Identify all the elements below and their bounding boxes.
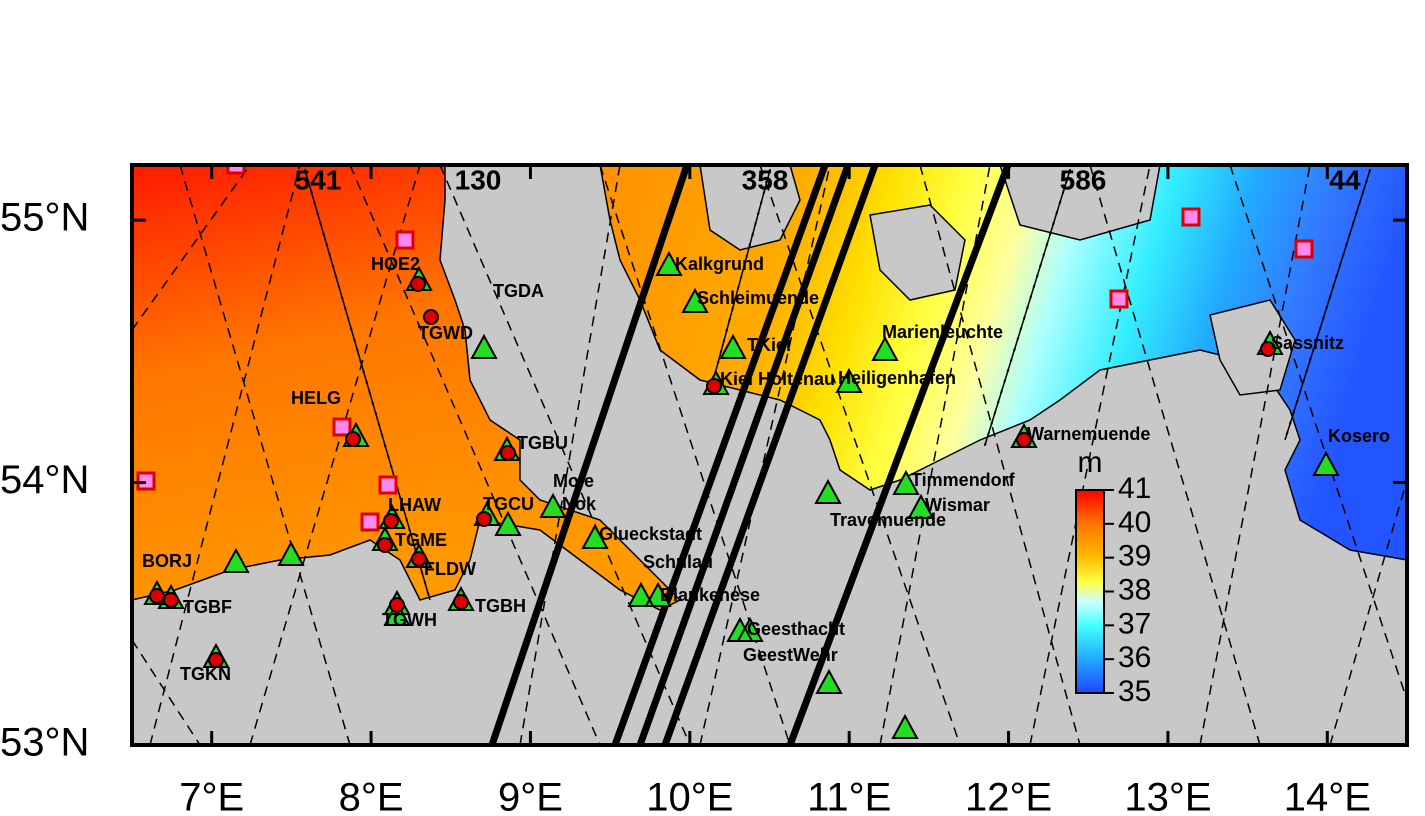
station-label: TGCU <box>483 494 534 514</box>
x-tick-label: 12°E <box>965 776 1052 816</box>
station-label: Schleimuende <box>697 288 819 308</box>
station-label: HOE2 <box>371 254 420 274</box>
station-label: Warnemuende <box>1027 424 1150 444</box>
station-label: TGKN <box>180 664 231 684</box>
x-tick-label: 14°E <box>1284 776 1371 816</box>
map-frame <box>130 163 1409 747</box>
track-labels: 541 130 358 586 44 <box>295 164 1361 195</box>
gnss-station <box>706 378 722 394</box>
gnss-station <box>149 588 165 604</box>
altimetry-point <box>332 417 352 437</box>
station-label: Kosero <box>1328 426 1390 446</box>
station-label: Mole <box>553 471 594 491</box>
colorbar-tick-label: 40 <box>1118 506 1151 539</box>
tracks <box>132 165 1407 745</box>
gnss-station <box>208 652 224 668</box>
gnss-station <box>411 551 427 567</box>
y-tick-label: 54°N <box>0 458 89 502</box>
gnss-stations <box>149 276 1276 668</box>
station-label: Timmendorf <box>911 470 1016 490</box>
altimetry-point <box>378 475 398 495</box>
colorbar-tick-label: 37 <box>1118 607 1151 640</box>
gnss-station <box>500 445 516 461</box>
y-tick-label: 53°N <box>0 721 89 765</box>
gnss-station <box>423 309 439 325</box>
station-label: Blankenese <box>660 585 760 605</box>
station-label: TGME <box>395 530 447 550</box>
x-tick-label: 10°E <box>646 776 733 816</box>
colorbar-tick-label: 35 <box>1118 675 1151 708</box>
x-tick-label: 11°E <box>807 776 891 816</box>
x-tick-label: 9°E <box>498 776 563 816</box>
altimetry-point <box>360 512 380 532</box>
station-label: TKiel <box>747 335 791 355</box>
station-label: LHAW <box>388 495 441 515</box>
altimetry-point <box>226 165 246 175</box>
gnss-station <box>476 511 492 527</box>
track-label: 541 <box>295 164 342 195</box>
station-labels: HOE2 TGDA TGWD HELG TGBU Mole TGCU Nok L… <box>142 254 1390 684</box>
station-label: Glueckstadt <box>599 524 702 544</box>
station-label: GeestWehr <box>743 645 838 665</box>
altimetry-point <box>1181 207 1201 227</box>
gnss-station <box>453 594 469 610</box>
station-label: TGWD <box>418 323 473 343</box>
gnss-station <box>377 537 393 553</box>
x-tick-label: 13°E <box>1124 776 1211 816</box>
altimetry-point <box>1109 289 1129 309</box>
altimetry-point <box>136 471 156 491</box>
station-label: Geesthacht <box>747 619 845 639</box>
altimetry-point <box>1294 239 1314 259</box>
station-label: Kiel Holtenau <box>720 369 835 389</box>
altimetry-points <box>136 165 1314 532</box>
track-label: 586 <box>1060 164 1107 195</box>
station-label: Travemuende <box>830 510 946 530</box>
station-label: Schulau <box>643 552 713 572</box>
x-tick-label: 7°E <box>179 776 244 816</box>
gnss-station <box>1016 432 1032 448</box>
colorbar-tick-label: 41 <box>1118 472 1151 505</box>
station-label: Sassnitz <box>1271 333 1344 353</box>
station-label: TGBH <box>475 596 526 616</box>
track-label: 358 <box>742 164 789 195</box>
station-label: TGBU <box>517 433 568 453</box>
track-label: 44 <box>1329 164 1361 195</box>
gnss-station <box>1260 341 1276 357</box>
y-tick-label: 55°N <box>0 196 89 240</box>
colorbar-tick-label: 38 <box>1118 573 1151 606</box>
station-label: BORJ <box>142 551 192 571</box>
colorbar <box>1075 489 1105 694</box>
station-label: Marienleuchte <box>882 322 1003 342</box>
island <box>699 165 801 251</box>
baltic-sea <box>599 165 1407 561</box>
island <box>869 204 966 301</box>
station-label: TGWH <box>382 610 437 630</box>
station-label: Kalkgrund <box>675 254 764 274</box>
station-label: TGDA <box>493 281 544 301</box>
gnss-station <box>163 592 179 608</box>
colorbar-tick-label: 36 <box>1118 641 1151 674</box>
track-label: 130 <box>455 164 502 195</box>
island <box>999 165 1161 241</box>
colorbar-title: m <box>1078 446 1103 479</box>
gnss-station <box>383 513 399 529</box>
map-area <box>132 165 1407 745</box>
island <box>1209 299 1296 396</box>
station-label: HELG <box>291 388 341 408</box>
station-label: Nok <box>562 494 597 514</box>
x-tick-label: 8°E <box>339 776 404 816</box>
station-label: FLDW <box>424 559 476 579</box>
colorbar-tick-label: 39 <box>1118 540 1151 573</box>
gnss-station <box>345 431 361 447</box>
station-label: Heiligenhafen <box>838 368 956 388</box>
gnss-station <box>389 597 405 613</box>
station-label: TGBF <box>183 597 232 617</box>
gnss-station <box>410 276 426 292</box>
station-label: Wismar <box>925 495 990 515</box>
altimetry-point <box>395 230 415 250</box>
